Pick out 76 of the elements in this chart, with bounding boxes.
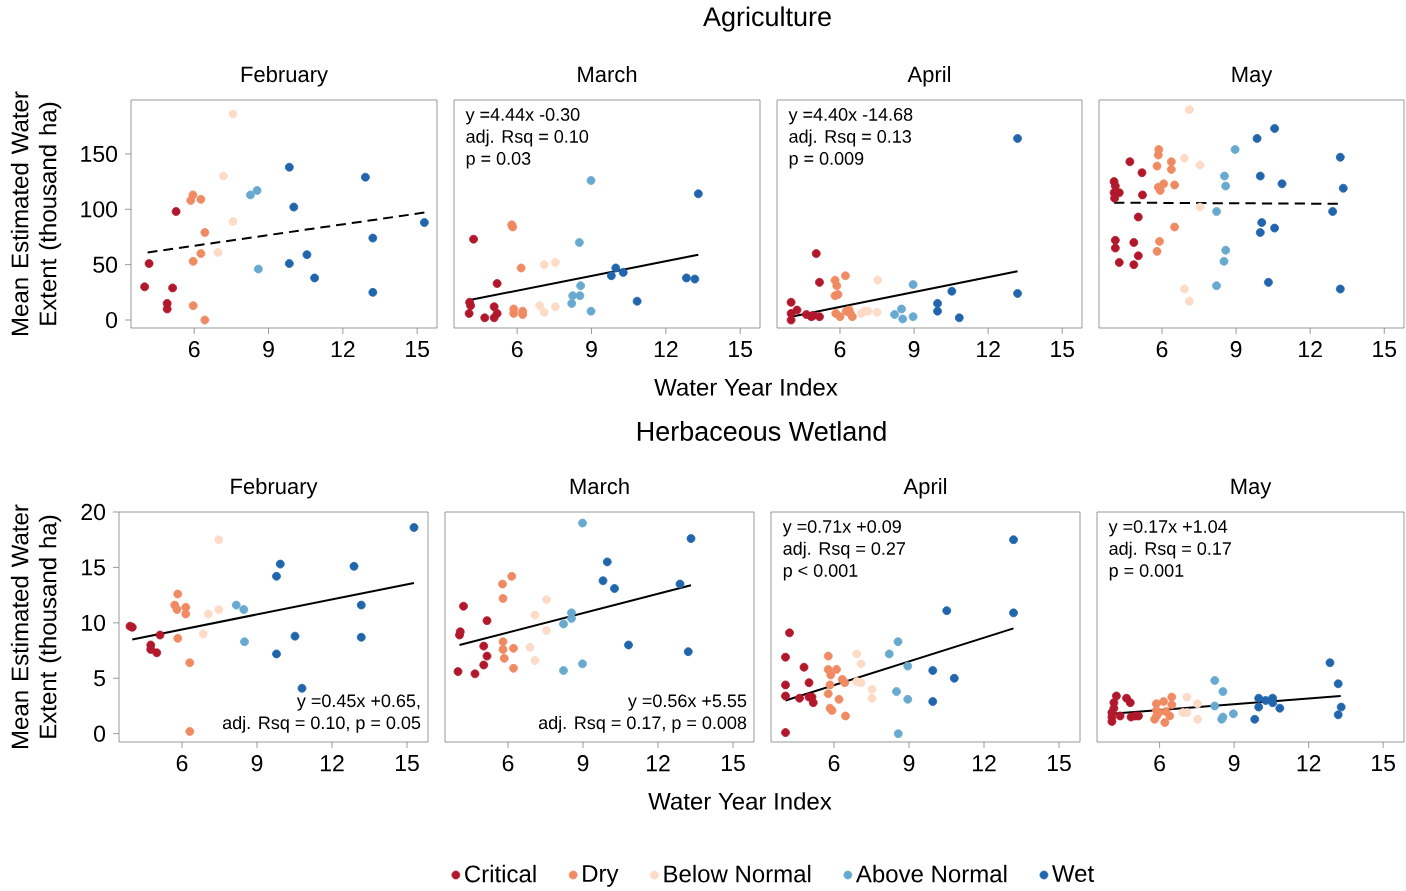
x-tick-label: 9 xyxy=(586,341,597,358)
chart-title: April xyxy=(907,66,951,87)
annotation: adj. Rsq = 0.10 xyxy=(466,129,589,147)
legend-label: Above Normal xyxy=(855,864,1007,883)
x-tick-label: 15 xyxy=(721,755,745,772)
annotation: p = 0.009 xyxy=(789,152,864,169)
annotation: y =0.56x +5.55 xyxy=(627,694,747,711)
x-tick-label: 6 xyxy=(828,755,840,772)
x-tick-label: 15 xyxy=(395,755,419,772)
annotation: adj. Rsq = 0.27 xyxy=(783,541,905,559)
y-tick-label: 0 xyxy=(94,725,106,742)
x-tick-label: 12 xyxy=(972,755,996,772)
text: Agriculture xyxy=(703,6,831,32)
y-tick-label: 15 xyxy=(82,559,105,576)
x-tick-label: 12 xyxy=(646,755,670,772)
annotation: y =0.17x +1.04 xyxy=(1108,520,1228,537)
chart-title: May xyxy=(1232,66,1273,87)
x-axis-title: Water Year Index xyxy=(654,378,838,396)
legend-label: Dry xyxy=(583,865,619,887)
x-tick-label: 12 xyxy=(1299,341,1322,358)
y-tick-label: 20 xyxy=(81,503,106,521)
legend-label: Critical xyxy=(465,864,536,883)
x-tick-label: 9 xyxy=(903,755,915,772)
annotation: y =0.71x +0.09 xyxy=(782,520,901,537)
x-tick-label: 15 xyxy=(1372,755,1395,772)
x-tick-label: 12 xyxy=(977,341,1000,358)
y-tick-label: 0 xyxy=(106,311,118,329)
x-tick-label: 9 xyxy=(908,341,920,358)
x-tick-label: 12 xyxy=(654,341,678,358)
annotation: adj. Rsq = 0.17, p = 0.008 xyxy=(538,715,747,733)
annotation: p < 0.001 xyxy=(783,564,858,581)
x-tick-label: 9 xyxy=(263,341,274,358)
chart-title: March xyxy=(570,478,629,495)
x-tick-label: 9 xyxy=(251,755,263,772)
y-tick-label: 10 xyxy=(82,614,106,631)
x-tick-label: 12 xyxy=(331,341,355,358)
annotation: p = 0.03 xyxy=(466,152,531,169)
y-tick-label: 100 xyxy=(81,201,118,218)
x-tick-label: 6 xyxy=(1156,341,1168,358)
y-tick-label: 5 xyxy=(94,670,105,687)
x-tick-label: 15 xyxy=(1047,755,1071,772)
x-tick-label: 6 xyxy=(188,341,200,358)
x-tick-label: 6 xyxy=(834,341,846,358)
chart-title: April xyxy=(903,478,947,499)
x-tick-label: 15 xyxy=(729,341,753,358)
y-tick-label: 50 xyxy=(93,256,118,273)
chart-title: February xyxy=(241,66,328,87)
x-tick-label: 15 xyxy=(1051,341,1075,358)
x-axis-title: Water Year Index xyxy=(648,792,832,810)
x-tick-label: 9 xyxy=(1228,755,1240,772)
y-tick-label: 150 xyxy=(81,145,118,163)
y-axis-title: Mean Estimated Water Extent (thousand ha) xyxy=(10,91,62,335)
x-tick-label: 15 xyxy=(406,341,430,358)
annotation: adj. Rsq = 0.10, p = 0.05 xyxy=(222,715,421,733)
annotation: y =4.40x -14.68 xyxy=(788,108,913,125)
chart-title: February xyxy=(231,478,318,499)
x-tick-label: 6 xyxy=(176,755,188,772)
x-tick-label: 9 xyxy=(577,755,589,772)
text: Herbaceous Wetland xyxy=(637,421,886,441)
x-tick-label: 12 xyxy=(1297,755,1321,772)
chart-title: May xyxy=(1231,478,1272,499)
annotation: y =4.44x -0.30 xyxy=(465,108,580,125)
annotation: adj. Rsq = 0.17 xyxy=(1109,541,1231,559)
legend-label: Below Normal xyxy=(664,864,811,883)
y-axis-title: Mean Estimated Water Extent (thousand ha) xyxy=(10,504,62,748)
annotation: adj. Rsq = 0.13 xyxy=(789,129,911,147)
legend-label: Wet xyxy=(1052,865,1095,882)
x-tick-label: 15 xyxy=(1373,341,1397,358)
annotation: p = 0.001 xyxy=(1109,564,1184,581)
x-tick-label: 6 xyxy=(511,341,523,358)
x-tick-label: 12 xyxy=(320,755,344,772)
x-tick-label: 6 xyxy=(1154,755,1165,772)
chart-title: March xyxy=(578,66,637,83)
x-tick-label: 9 xyxy=(1230,341,1242,358)
x-tick-label: 6 xyxy=(502,755,514,772)
annotation: y =0.45x +0.65, xyxy=(296,694,420,711)
